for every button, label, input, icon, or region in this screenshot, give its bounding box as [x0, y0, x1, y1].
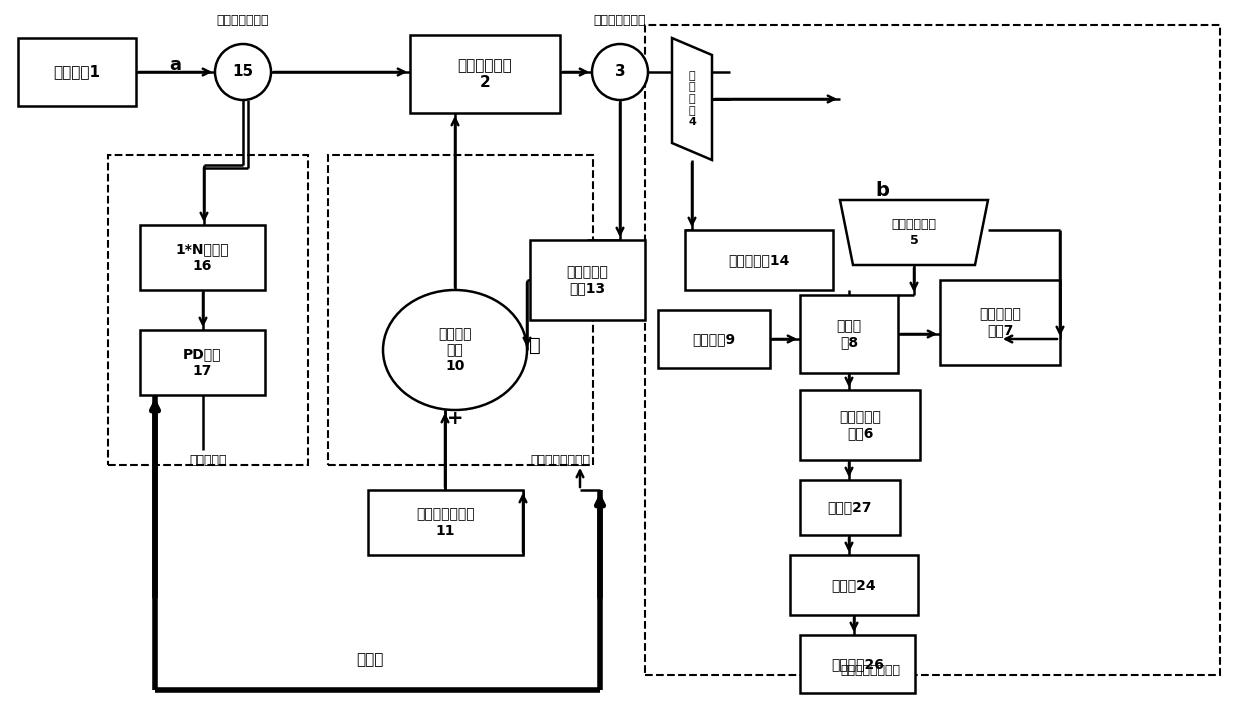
Text: 自供能: 自供能 [356, 652, 383, 667]
Text: b: b [875, 180, 889, 200]
Text: 自供能模块: 自供能模块 [190, 453, 227, 466]
Circle shape [215, 44, 272, 100]
Text: a: a [169, 56, 181, 74]
Text: 快速光衰减器
2: 快速光衰减器 2 [458, 58, 512, 91]
Bar [368, 490, 523, 555]
Text: 第二光纤耦合器: 第二光纤耦合器 [594, 14, 646, 26]
Bar [658, 310, 770, 368]
Text: 第三光电接
收机7: 第三光电接 收机7 [980, 307, 1021, 337]
Text: 1*N分束器
16: 1*N分束器 16 [176, 242, 229, 272]
Bar [800, 480, 900, 535]
Text: －: － [529, 336, 541, 354]
Bar [529, 240, 645, 320]
Bar [800, 295, 898, 373]
Text: 光纤反射镜14: 光纤反射镜14 [728, 253, 790, 267]
Bar [790, 555, 918, 615]
Text: 3: 3 [615, 64, 625, 80]
Text: 15: 15 [232, 64, 253, 80]
Text: 光
分
支
器
4: 光 分 支 器 4 [688, 71, 696, 127]
Text: 除法器24: 除法器24 [832, 578, 877, 592]
Bar [19, 38, 136, 106]
Bar [800, 390, 920, 460]
Bar [108, 155, 308, 465]
Circle shape [591, 44, 649, 100]
Text: 一次电流传感器
11: 一次电流传感器 11 [417, 508, 475, 538]
Bar [940, 280, 1060, 365]
Text: 差分放大
模块
10: 差分放大 模块 10 [438, 327, 471, 373]
Text: 光环形
器8: 光环形 器8 [837, 319, 862, 349]
Text: 监测光源9: 监测光源9 [692, 332, 735, 346]
Bar [800, 635, 915, 693]
Bar [329, 155, 593, 465]
Text: 开模器27: 开模器27 [828, 501, 872, 515]
Text: 传感光源1: 传感光源1 [53, 64, 100, 80]
Text: 第一光纤耦合器: 第一光纤耦合器 [217, 14, 269, 26]
Text: 第二光电接
收机6: 第二光电接 收机6 [839, 410, 880, 440]
Text: +: + [446, 409, 464, 428]
Polygon shape [839, 200, 988, 265]
Text: 输出电压26: 输出电压26 [831, 657, 884, 671]
Bar [410, 35, 560, 113]
Bar [645, 25, 1220, 675]
Text: PD阵列
17: PD阵列 17 [184, 347, 222, 378]
Text: 光电反馈控制电路: 光电反馈控制电路 [529, 453, 590, 466]
Bar [684, 230, 833, 290]
Ellipse shape [383, 290, 527, 410]
Text: 第一光电接
收机13: 第一光电接 收机13 [567, 265, 609, 295]
Polygon shape [672, 38, 712, 160]
Text: 波分解复用器
5: 波分解复用器 5 [892, 218, 936, 247]
Bar [140, 225, 265, 290]
Bar [140, 330, 265, 395]
Text: 光纤抖动监测模块: 光纤抖动监测模块 [839, 664, 900, 677]
